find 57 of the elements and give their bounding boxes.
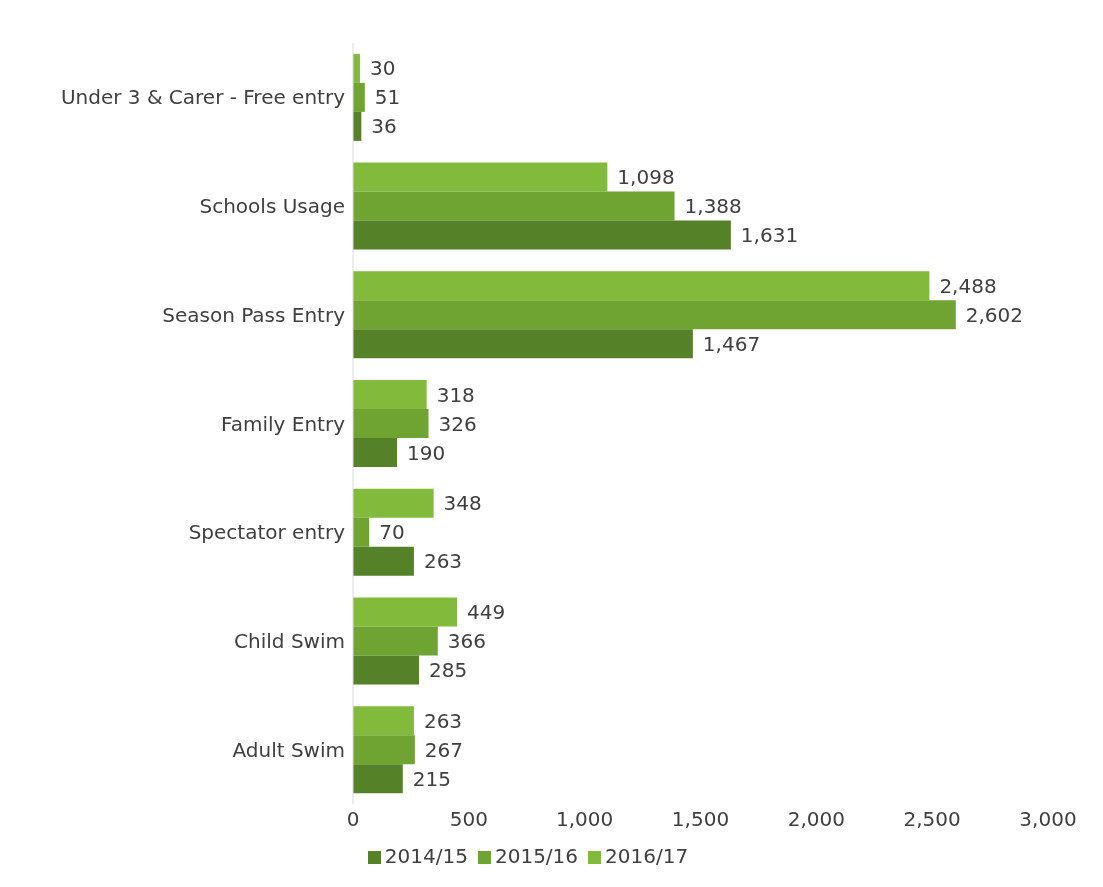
bar [353,488,434,518]
bar [353,626,438,656]
data-label: 1,098 [617,165,675,190]
x-tick-label: 1,000 [556,807,614,832]
bar [353,191,675,221]
data-label: 51 [374,85,401,110]
y-tick-label: Child Swim [234,629,345,654]
bar [353,546,414,576]
x-tick-label: 0 [346,807,360,832]
data-label: 267 [424,737,464,762]
legend-label: 2015/16 [494,844,579,868]
legend-label: 2016/17 [605,844,689,868]
y-tick-label: Under 3 & Carer - Free entry [60,85,346,110]
y-tick-label: Spectator entry [188,520,346,545]
data-label: 1,388 [684,194,742,219]
data-label: 1,631 [740,223,799,248]
bar [353,409,429,439]
y-tick-label: Adult Swim [232,737,345,762]
bar [353,82,365,112]
data-label: 318 [436,382,475,407]
data-label: 263 [423,549,463,574]
data-label: 449 [467,600,506,625]
x-tick-label: 1,500 [671,807,730,832]
bar [353,300,956,330]
data-label: 2,602 [965,302,1024,327]
bar [353,380,427,410]
bar [353,597,458,627]
data-label: 2,488 [939,273,997,298]
bar [353,764,403,794]
data-label: 70 [379,520,405,545]
y-tick-label: Season Pass Entry [162,302,346,327]
data-label: 263 [423,708,463,733]
data-label: 366 [447,629,486,654]
data-label: 348 [443,491,482,516]
data-label: 1,467 [702,331,761,356]
bar [353,162,608,192]
x-tick-label: 500 [449,807,488,832]
bar [353,706,414,736]
data-label: 285 [429,658,468,683]
x-tick-label: 3,000 [1019,807,1077,832]
data-label: 30 [369,56,396,81]
bar [353,329,693,359]
x-tick-label: 2,000 [787,807,845,832]
bar [353,271,930,301]
legend-label: 2014/15 [384,844,468,868]
y-tick-label: Family Entry [221,411,346,436]
bar [353,438,398,468]
data-label: 36 [371,114,397,139]
bar [353,735,415,765]
y-tick-label: Schools Usage [199,194,345,219]
x-tick-label: 2,500 [903,807,961,832]
data-label: 215 [412,766,451,791]
data-label: 326 [438,411,477,436]
bar [353,517,370,547]
bar [353,655,420,685]
data-label: 190 [407,440,446,465]
bar [353,220,731,250]
